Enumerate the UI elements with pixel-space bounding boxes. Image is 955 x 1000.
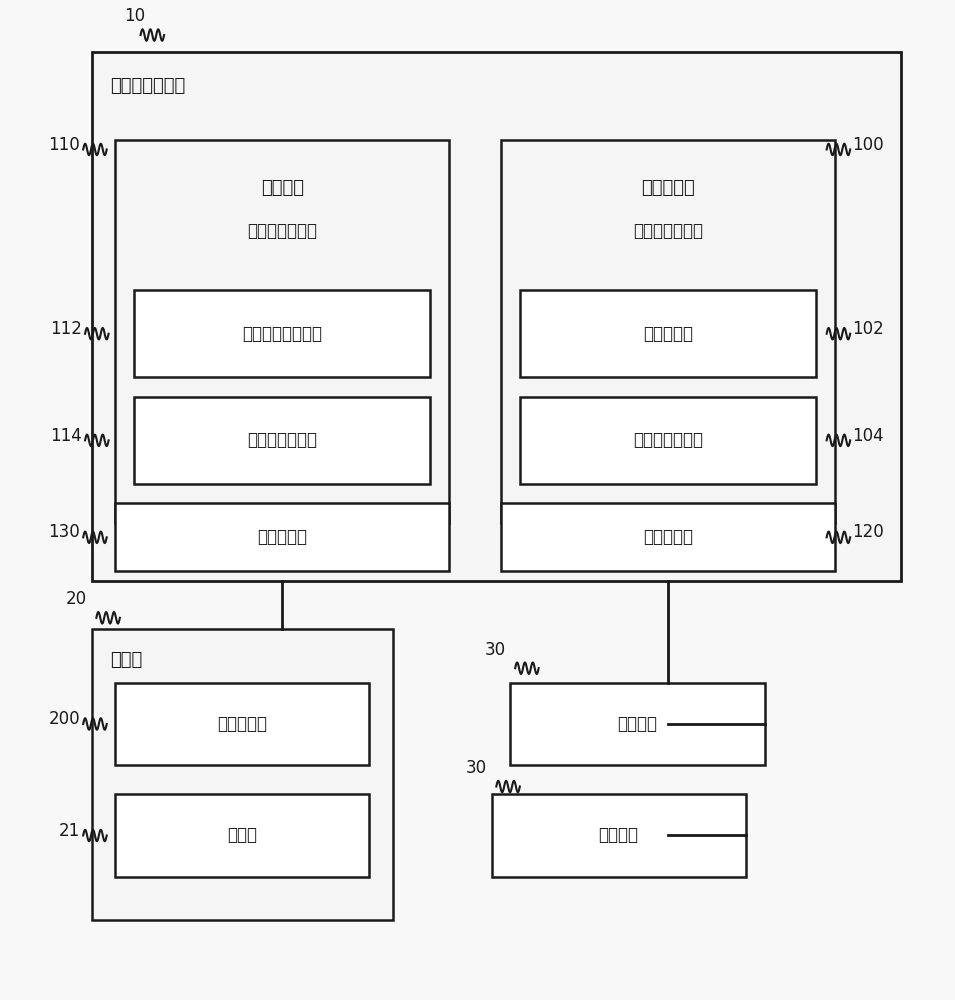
Text: 102: 102 — [852, 320, 883, 338]
Text: 114: 114 — [51, 427, 82, 445]
FancyBboxPatch shape — [134, 397, 431, 484]
FancyBboxPatch shape — [116, 794, 370, 877]
FancyBboxPatch shape — [520, 290, 817, 377]
FancyBboxPatch shape — [501, 140, 835, 523]
Text: 110: 110 — [49, 136, 80, 154]
Text: 机器人控制装置: 机器人控制装置 — [111, 77, 185, 95]
FancyBboxPatch shape — [116, 503, 449, 571]
FancyBboxPatch shape — [492, 794, 746, 877]
Text: 30: 30 — [466, 759, 487, 777]
Text: 200: 200 — [49, 710, 80, 728]
FancyBboxPatch shape — [510, 683, 765, 765]
Text: 20: 20 — [66, 590, 87, 608]
FancyBboxPatch shape — [116, 683, 370, 765]
FancyBboxPatch shape — [134, 290, 431, 377]
Text: 第二轨道生成部: 第二轨道生成部 — [247, 431, 317, 449]
Text: 力控制部: 力控制部 — [261, 179, 304, 197]
FancyBboxPatch shape — [116, 140, 449, 523]
Text: 拍摄装置: 拍摄装置 — [618, 715, 657, 733]
Text: （第二控制部）: （第二控制部） — [247, 222, 317, 240]
Text: （第一控制部）: （第一控制部） — [633, 222, 703, 240]
Text: 10: 10 — [124, 7, 146, 25]
Text: 21: 21 — [59, 822, 80, 840]
Text: 图像获取部: 图像获取部 — [643, 528, 693, 546]
Text: 104: 104 — [852, 427, 883, 445]
Text: 120: 120 — [852, 523, 883, 541]
FancyBboxPatch shape — [501, 503, 835, 571]
FancyBboxPatch shape — [520, 397, 817, 484]
FancyBboxPatch shape — [92, 52, 901, 581]
Text: 传感器信息获取部: 传感器信息获取部 — [243, 325, 322, 343]
Text: 第一轨道生成部: 第一轨道生成部 — [633, 431, 703, 449]
Text: 30: 30 — [484, 641, 506, 659]
Text: 机器人: 机器人 — [111, 651, 142, 669]
Text: 第三控制部: 第三控制部 — [257, 528, 308, 546]
FancyBboxPatch shape — [92, 629, 393, 920]
Text: 图像处理部: 图像处理部 — [643, 325, 693, 343]
Text: 驱动控制部: 驱动控制部 — [217, 715, 267, 733]
Text: 100: 100 — [852, 136, 883, 154]
Text: 可动部: 可动部 — [227, 826, 257, 844]
Text: 112: 112 — [51, 320, 82, 338]
Text: 拍摄装置: 拍摄装置 — [599, 826, 639, 844]
Text: 视觉伺服部: 视觉伺服部 — [641, 179, 695, 197]
Text: 130: 130 — [49, 523, 80, 541]
